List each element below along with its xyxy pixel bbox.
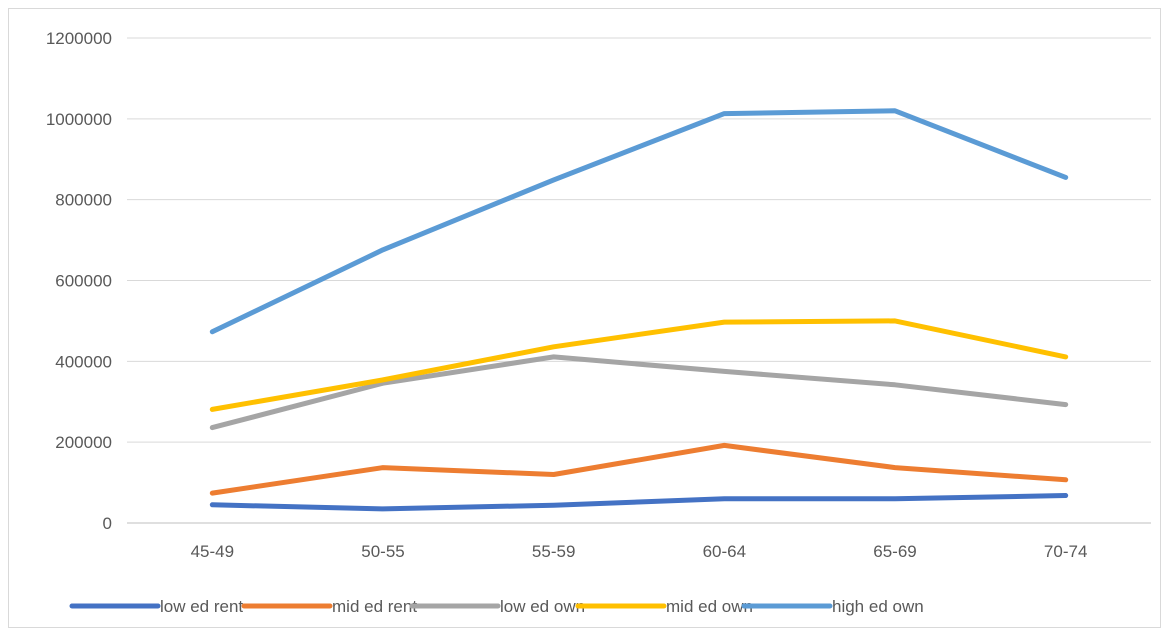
legend: low ed rent mid ed rent low ed own mid ed o…	[69, 597, 924, 616]
x-axis-tick-labels: 45-49 50-55 55-59 60-64 65-69 70-74	[191, 542, 1088, 561]
legend-label: mid ed own	[666, 597, 753, 616]
x-tick-label: 60-64	[703, 542, 746, 561]
legend-label: low ed rent	[160, 597, 243, 616]
series-line-mid-ed-rent	[209, 442, 1069, 496]
x-tick-label: 55-59	[532, 542, 575, 561]
chart-frame	[8, 8, 1161, 628]
y-tick-label: 1000000	[46, 110, 112, 129]
y-tick-label: 400000	[55, 352, 112, 371]
series-line-low-ed-rent	[209, 493, 1069, 512]
series-line-mid-ed-own	[209, 318, 1069, 412]
y-tick-label: 600000	[55, 272, 112, 291]
x-tick-label: 65-69	[873, 542, 916, 561]
legend-label: high ed own	[832, 597, 924, 616]
legend-label: mid ed rent	[332, 597, 417, 616]
series-line-low-ed-own	[209, 354, 1069, 431]
series-line-high-ed-own	[209, 108, 1069, 335]
gridlines	[127, 37, 1151, 524]
series-lines	[209, 108, 1069, 512]
y-tick-label: 1200000	[46, 29, 112, 48]
y-tick-label: 800000	[55, 191, 112, 210]
x-tick-label: 45-49	[191, 542, 234, 561]
y-axis-tick-labels: 0 200000 400000 600000 800000 1000000 1200000	[46, 29, 112, 533]
legend-label: low ed own	[500, 597, 585, 616]
y-tick-label: 200000	[55, 433, 112, 452]
x-tick-label: 70-74	[1044, 542, 1087, 561]
y-tick-label: 0	[103, 514, 112, 533]
x-tick-label: 50-55	[361, 542, 404, 561]
